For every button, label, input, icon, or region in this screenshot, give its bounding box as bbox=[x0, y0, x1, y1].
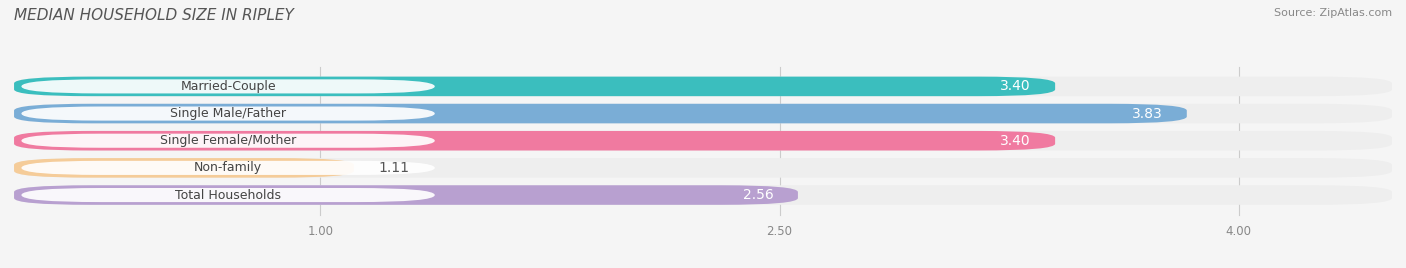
Text: 3.40: 3.40 bbox=[1000, 134, 1031, 148]
FancyBboxPatch shape bbox=[14, 185, 1392, 205]
FancyBboxPatch shape bbox=[21, 79, 434, 94]
Text: 3.83: 3.83 bbox=[1132, 107, 1163, 121]
FancyBboxPatch shape bbox=[14, 185, 799, 205]
FancyBboxPatch shape bbox=[14, 77, 1054, 96]
FancyBboxPatch shape bbox=[21, 134, 434, 148]
FancyBboxPatch shape bbox=[14, 158, 1392, 178]
FancyBboxPatch shape bbox=[14, 104, 1187, 123]
FancyBboxPatch shape bbox=[14, 158, 354, 178]
FancyBboxPatch shape bbox=[14, 131, 1054, 151]
Text: Single Male/Father: Single Male/Father bbox=[170, 107, 285, 120]
Text: MEDIAN HOUSEHOLD SIZE IN RIPLEY: MEDIAN HOUSEHOLD SIZE IN RIPLEY bbox=[14, 8, 294, 23]
Text: 3.40: 3.40 bbox=[1000, 79, 1031, 93]
Text: Single Female/Mother: Single Female/Mother bbox=[160, 134, 297, 147]
Text: Source: ZipAtlas.com: Source: ZipAtlas.com bbox=[1274, 8, 1392, 18]
FancyBboxPatch shape bbox=[21, 106, 434, 121]
Text: Married-Couple: Married-Couple bbox=[180, 80, 276, 93]
Text: Total Households: Total Households bbox=[176, 189, 281, 202]
FancyBboxPatch shape bbox=[14, 104, 1392, 123]
FancyBboxPatch shape bbox=[14, 77, 1392, 96]
Text: 1.11: 1.11 bbox=[378, 161, 409, 175]
FancyBboxPatch shape bbox=[21, 188, 434, 202]
Text: Non-family: Non-family bbox=[194, 161, 262, 174]
Text: 2.56: 2.56 bbox=[742, 188, 773, 202]
FancyBboxPatch shape bbox=[21, 161, 434, 175]
FancyBboxPatch shape bbox=[14, 131, 1392, 151]
